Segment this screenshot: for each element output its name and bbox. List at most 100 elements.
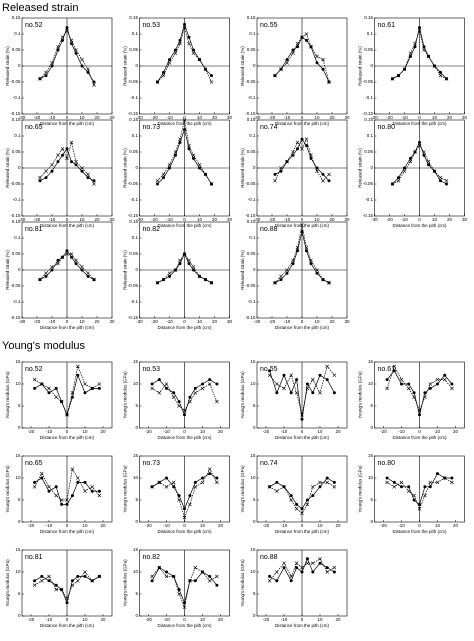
x-tick-label: 30 (462, 217, 468, 222)
x-tick-label: -20 (386, 115, 393, 120)
x-tick-label: -20 (28, 617, 35, 622)
x-tick-label: 10 (317, 617, 323, 622)
y-tick-label: 10 (133, 381, 139, 386)
y-tick-label: -0.05 (10, 181, 21, 186)
point (60, 146, 65, 151)
point (167, 60, 172, 65)
x-tick-label: -20 (263, 429, 270, 434)
x-axis-label: Distance from the pith (cm) (392, 223, 447, 228)
point (183, 413, 186, 417)
point (296, 147, 299, 151)
point (56, 48, 60, 52)
point (191, 264, 196, 269)
panel: -30 -20 -10 0 10 20 30 -0.15 -0.1 -0.05 0 0.05 0.1 0.… (5, 15, 115, 126)
point (193, 579, 197, 583)
x-tick-label: 10 (82, 617, 88, 622)
x-tick-label: 10 (317, 429, 323, 434)
x-tick-label: 0 (66, 617, 69, 622)
x-tick-label: -20 (263, 523, 270, 528)
point (274, 382, 279, 386)
point (86, 274, 90, 278)
x-tick-label: 30 (109, 217, 115, 222)
y-tick-label: 5 (253, 403, 256, 408)
x-tick-label: -30 (254, 319, 261, 324)
point (332, 565, 337, 570)
x-tick-label: 0 (66, 115, 69, 120)
x-tick-label: 20 (329, 115, 335, 120)
x-tick-label: -20 (34, 319, 41, 324)
point (172, 485, 176, 489)
point (273, 178, 277, 183)
y-tick-label: 0.15 (12, 219, 21, 224)
y-tick-label: 5 (135, 591, 138, 596)
y-tick-label: -0.15 (128, 111, 139, 116)
point (327, 80, 331, 84)
panel-title: no.82 (143, 226, 161, 233)
point (161, 277, 166, 282)
point (54, 583, 58, 587)
point (150, 579, 154, 583)
point (183, 507, 186, 511)
point (305, 382, 309, 386)
x-tick-label: -30 (371, 115, 378, 120)
point (59, 498, 64, 502)
y-tick-label: 10 (15, 569, 21, 574)
point (289, 391, 293, 395)
y-tick-label: 0.1 (367, 133, 374, 138)
point (161, 73, 166, 78)
point (318, 561, 322, 565)
point (267, 484, 272, 489)
point (311, 391, 315, 395)
point (80, 169, 84, 173)
point (305, 502, 310, 507)
x-tick-label: 0 (418, 523, 421, 528)
point (188, 494, 192, 498)
y-tick-label: -0.1 (365, 95, 373, 100)
point (90, 489, 94, 493)
y-tick-label: 15 (133, 453, 139, 458)
panel: -30 -20 -10 0 10 20 30 -0.15 -0.1 -0.05 0 0.05 0.1 0.… (5, 219, 115, 330)
point (305, 561, 310, 566)
x-tick-label: -20 (34, 115, 41, 120)
y-tick-label: -0.05 (245, 283, 256, 288)
point (291, 153, 295, 157)
point (168, 166, 171, 170)
point (65, 26, 69, 30)
point (305, 144, 308, 148)
x-tick-label: 0 (301, 217, 304, 222)
point (193, 565, 198, 570)
point (399, 377, 404, 382)
x-tick-label: 0 (183, 217, 186, 222)
point (412, 391, 416, 395)
y-tick-label: 0 (135, 519, 138, 524)
point (187, 258, 191, 263)
point (310, 561, 315, 566)
point (173, 51, 178, 56)
y-tick-label: 0.15 (129, 117, 138, 122)
panel: -20 -10 0 10 20 0 5 10 15 Distance from the pith … (5, 453, 113, 534)
point (155, 280, 160, 285)
point (38, 76, 42, 81)
x-tick-label: 0 (183, 617, 186, 622)
y-tick-label: -0.05 (245, 181, 256, 186)
x-tick-label: -20 (269, 115, 276, 120)
point (86, 67, 90, 72)
point (438, 175, 443, 180)
x-tick-label: 30 (462, 115, 468, 120)
point (33, 480, 37, 484)
point (423, 395, 427, 400)
y-tick-label: -0.05 (363, 181, 374, 186)
x-tick-label: -10 (281, 617, 288, 622)
y-tick-label: 0.1 (14, 133, 21, 138)
point (162, 176, 165, 180)
point (408, 51, 413, 56)
point (300, 412, 304, 417)
x-tick-label: -10 (166, 217, 173, 222)
point (44, 70, 48, 75)
point (209, 182, 214, 186)
point (74, 48, 78, 52)
point (70, 467, 75, 472)
y-tick-label: -0.15 (363, 111, 374, 116)
point (295, 502, 299, 506)
point (171, 574, 176, 579)
